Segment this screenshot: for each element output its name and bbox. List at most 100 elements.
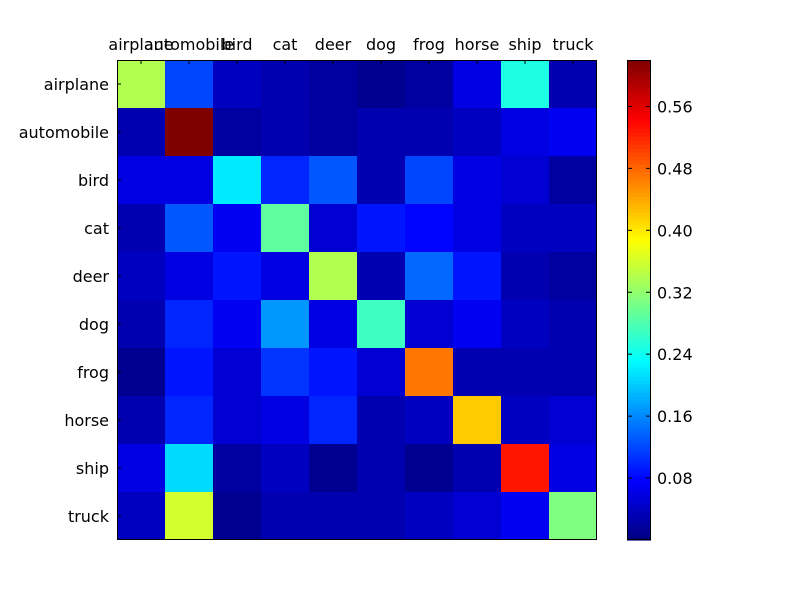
colorbar-segment [627,252,651,257]
colorbar-segment [627,356,651,361]
heatmap-cell-truck-bird [213,492,261,540]
heatmap-cell-bird-truck [549,156,597,204]
x-tick-label-horse: horse [455,35,500,54]
colorbar-segment [627,80,651,85]
colorbar-segment [627,332,651,337]
heatmap-cell-ship-cat [261,444,309,492]
heatmap-cell-automobile-horse [453,108,501,156]
heatmap-cell-deer-frog [405,252,453,300]
colorbar-segment [627,280,651,285]
colorbar-segment [627,292,651,297]
colorbar-segment [627,488,651,493]
colorbar-segment [627,144,651,149]
colorbar-segment [627,400,651,405]
heatmap-cell-truck-automobile [165,492,213,540]
colorbar-segment [627,508,651,513]
colorbar-segment [627,152,651,157]
y-axis-ticks: airplane automobile bird cat deer dog frog hors… [19,75,121,526]
colorbar-segment [627,320,651,325]
colorbar-segment [627,300,651,305]
colorbar-tick-label: 0.24 [657,345,693,364]
colorbar-segment [627,340,651,345]
heatmap-cell-cat-automobile [165,204,213,252]
plot-frame [117,60,597,540]
colorbar-segment [627,428,651,433]
heatmap-cell-automobile-bird [213,108,261,156]
colorbar-segment [627,388,651,393]
heatmap-cell-deer-cat [261,252,309,300]
colorbar-segment [627,168,651,173]
colorbar-segment [627,352,651,357]
heatmap-cell-airplane-ship [501,60,549,108]
colorbar-segment [627,420,651,425]
x-tick-label-cat: cat [273,35,298,54]
heatmap-cell-frog-dog [357,348,405,396]
heatmap-cell-frog-frog [405,348,453,396]
heatmap-cell-truck-ship [501,492,549,540]
colorbar-segment [627,124,651,129]
colorbar-tick-label: 0.32 [657,283,693,302]
heatmap-cell-cat-deer [309,204,357,252]
heatmap-cell-cat-ship [501,204,549,252]
colorbar-segment [627,316,651,321]
x-tick-label-bird: bird [221,35,252,54]
heatmap-cell-bird-dog [357,156,405,204]
colorbar-segment [627,360,651,365]
x-tick-label-automobile: automobile [144,35,234,54]
heatmap-cell-ship-dog [357,444,405,492]
colorbar-segment [627,100,651,105]
colorbar-segment [627,148,651,153]
colorbar-segment [627,96,651,101]
colorbar-segment [627,328,651,333]
colorbar-segment [627,480,651,485]
colorbar-segment [627,116,651,121]
heatmap-cell-frog-ship [501,348,549,396]
heatmap-cell-horse-truck [549,396,597,444]
heatmap-cell-horse-frog [405,396,453,444]
heatmap-cell-airplane-cat [261,60,309,108]
colorbar-segment [627,376,651,381]
colorbar-segment [627,264,651,269]
x-tick-label-airplane: airplane [108,35,173,54]
colorbar-segment [627,156,651,161]
colorbar-tick-label: 0.48 [657,159,693,178]
colorbar-segment [627,348,651,353]
heatmap-cell-frog-truck [549,348,597,396]
colorbar-segment [627,336,651,341]
heatmap-cell-airplane-automobile [165,60,213,108]
colorbar-segment [627,440,651,445]
heatmap-cell-automobile-deer [309,108,357,156]
colorbar-tick-label: 0.40 [657,221,693,240]
heatmap-cell-automobile-automobile [165,108,213,156]
heatmap-cell-truck-cat [261,492,309,540]
colorbar-segment [627,528,651,533]
colorbar-segment [627,496,651,501]
colorbar-segment [627,476,651,481]
colorbar-segment [627,308,651,313]
colorbar-segment [627,240,651,245]
colorbar-segment [627,484,651,489]
colorbar-segment [627,208,651,213]
heatmap-cell-frog-horse [453,348,501,396]
colorbar-segment [627,500,651,505]
heatmap-cell-horse-bird [213,396,261,444]
colorbar-segment [627,256,651,261]
heatmap-cell-airplane-bird [213,60,261,108]
heatmap-cell-cat-bird [213,204,261,252]
colorbar-segment [627,412,651,417]
heatmap-cell-bird-deer [309,156,357,204]
colorbar-segment [627,444,651,449]
x-tick-label-deer: deer [315,35,352,54]
heatmap-cell-cat-airplane [117,204,165,252]
heatmap-cell-dog-airplane [117,300,165,348]
colorbar-segment [627,112,651,117]
colorbar-tick-label: 0.16 [657,407,693,426]
heatmap-cell-automobile-airplane [117,108,165,156]
heatmap-cell-automobile-cat [261,108,309,156]
heatmap-cell-frog-cat [261,348,309,396]
heatmap-cell-ship-ship [501,444,549,492]
colorbar-segment [627,472,651,477]
colorbar-segment [627,248,651,253]
colorbar-segment [627,104,651,109]
